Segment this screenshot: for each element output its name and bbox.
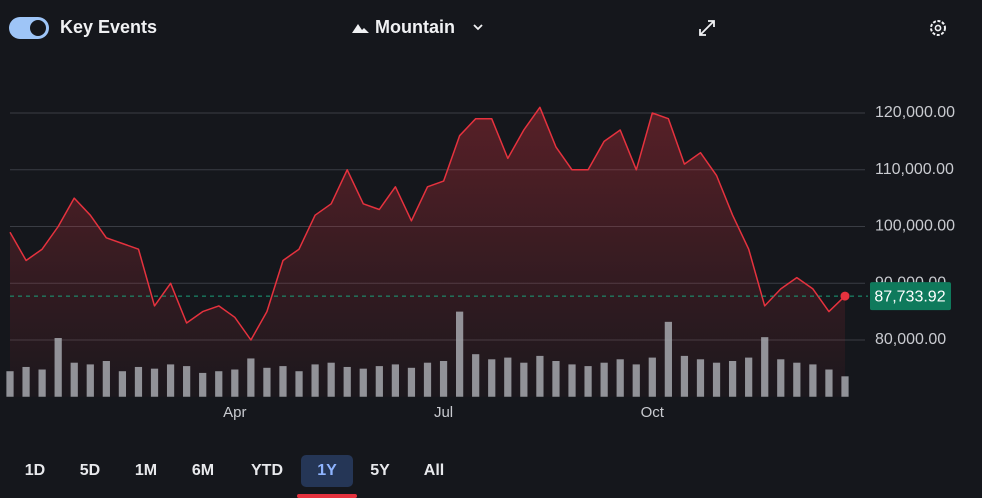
expand-button[interactable] [699, 20, 715, 36]
range-label: 5D [80, 462, 100, 479]
volume-bar [520, 362, 528, 397]
volume-bar [311, 364, 319, 397]
volume-bar [536, 355, 544, 397]
range-button[interactable]: 5D [80, 462, 100, 479]
range-label: 5Y [370, 462, 390, 479]
dropdown-chevron [473, 24, 483, 31]
volume-bar [215, 371, 223, 397]
volume-bar [22, 366, 30, 397]
volume-bar [809, 364, 817, 397]
range-button[interactable]: All [424, 462, 444, 479]
y-tick-label: 100,000.00 [875, 218, 955, 235]
volume-bar [166, 364, 175, 397]
volume-bar [70, 362, 78, 397]
volume-bar [423, 362, 432, 397]
volume-bar [391, 364, 399, 397]
volume-bar [54, 338, 62, 397]
volume-bar [6, 371, 14, 397]
volume-bar [632, 364, 640, 397]
volume-bar [568, 364, 576, 397]
price-line [9, 106, 846, 341]
last-price-dot [840, 291, 850, 301]
volume-bar [375, 366, 383, 397]
volume-bar [183, 366, 191, 397]
range-button[interactable]: 1M [135, 462, 157, 479]
volume-bar [231, 369, 239, 397]
toggle-knob [30, 20, 46, 36]
range-selected-bg [301, 455, 353, 487]
gear-inner [934, 24, 942, 32]
volume-bar [680, 355, 689, 397]
volume-bar [600, 362, 608, 397]
volume-bar [439, 360, 448, 397]
volume-bar [761, 337, 769, 397]
volume-bar [359, 368, 367, 397]
volume-bar [38, 369, 46, 397]
volume-bar [472, 354, 480, 397]
volume-bar [584, 366, 592, 397]
range-button[interactable]: 5Y [370, 462, 390, 479]
range-label: All [424, 462, 444, 479]
x-tick-label: Jul [434, 404, 453, 421]
volume-bar [841, 376, 849, 397]
range-selector: 1D 5D 1M 6M YTD 1Y 5Y All [25, 455, 444, 498]
y-tick-label: 80,000.00 [875, 331, 946, 348]
volume-bar [777, 359, 785, 397]
range-label: 6M [192, 462, 214, 479]
volume-bar [134, 366, 143, 397]
price-area [10, 107, 845, 397]
plot: 80,000.0090,000.00100,000.00110,000.0012… [6, 104, 955, 421]
range-button[interactable]: 1Y [297, 455, 357, 498]
volume-bar [552, 360, 560, 397]
volume-bar [793, 362, 801, 397]
chart-style-label: Mountain [375, 17, 455, 37]
volume-bar [745, 357, 753, 397]
volume-bar [118, 371, 127, 397]
range-label: 1Y [317, 462, 337, 479]
x-tick-label: Apr [223, 404, 246, 421]
key-events-toggle[interactable] [9, 17, 49, 39]
range-button[interactable]: 1D [25, 462, 45, 479]
range-label: YTD [251, 462, 283, 479]
range-button[interactable]: YTD [251, 462, 283, 479]
volume-bar [728, 360, 737, 397]
gear-outer [930, 20, 946, 36]
range-label: 1M [135, 462, 157, 479]
volume-bar [150, 368, 159, 397]
price-label-box [870, 282, 951, 311]
range-button[interactable]: 6M [192, 462, 214, 479]
volume-bar [343, 366, 351, 397]
volume-bar [616, 359, 624, 397]
x-tick-label: Oct [641, 404, 665, 421]
volume-bar [279, 366, 287, 397]
volume-bar [456, 311, 464, 397]
volume-bar [488, 359, 496, 397]
price-label: 87,733.92 [874, 288, 945, 305]
volume-bar [407, 367, 416, 397]
expand-icon [699, 20, 715, 36]
volume-bar [648, 357, 656, 397]
y-tick-label: 120,000.00 [875, 104, 955, 121]
settings-button[interactable] [930, 20, 946, 36]
volume-bar [696, 359, 705, 397]
volume-bar [247, 358, 255, 397]
toggle-label: Key Events [60, 17, 157, 37]
volume-bar [86, 364, 94, 397]
volume-bar [295, 371, 303, 397]
chart-style-dropdown[interactable]: Mountain [352, 17, 483, 37]
volume-bar [712, 362, 721, 397]
volume-bar [664, 321, 672, 397]
volume-bar [825, 369, 833, 397]
volume-bar [327, 362, 335, 397]
volume-bar [504, 357, 512, 397]
range-selected-underline [297, 494, 357, 498]
volume-bar [263, 367, 271, 397]
volume-bar [102, 360, 110, 397]
range-label: 1D [25, 462, 45, 479]
mountain-icon [352, 24, 369, 33]
volume-bar [199, 372, 207, 397]
y-tick-label: 110,000.00 [875, 161, 954, 178]
